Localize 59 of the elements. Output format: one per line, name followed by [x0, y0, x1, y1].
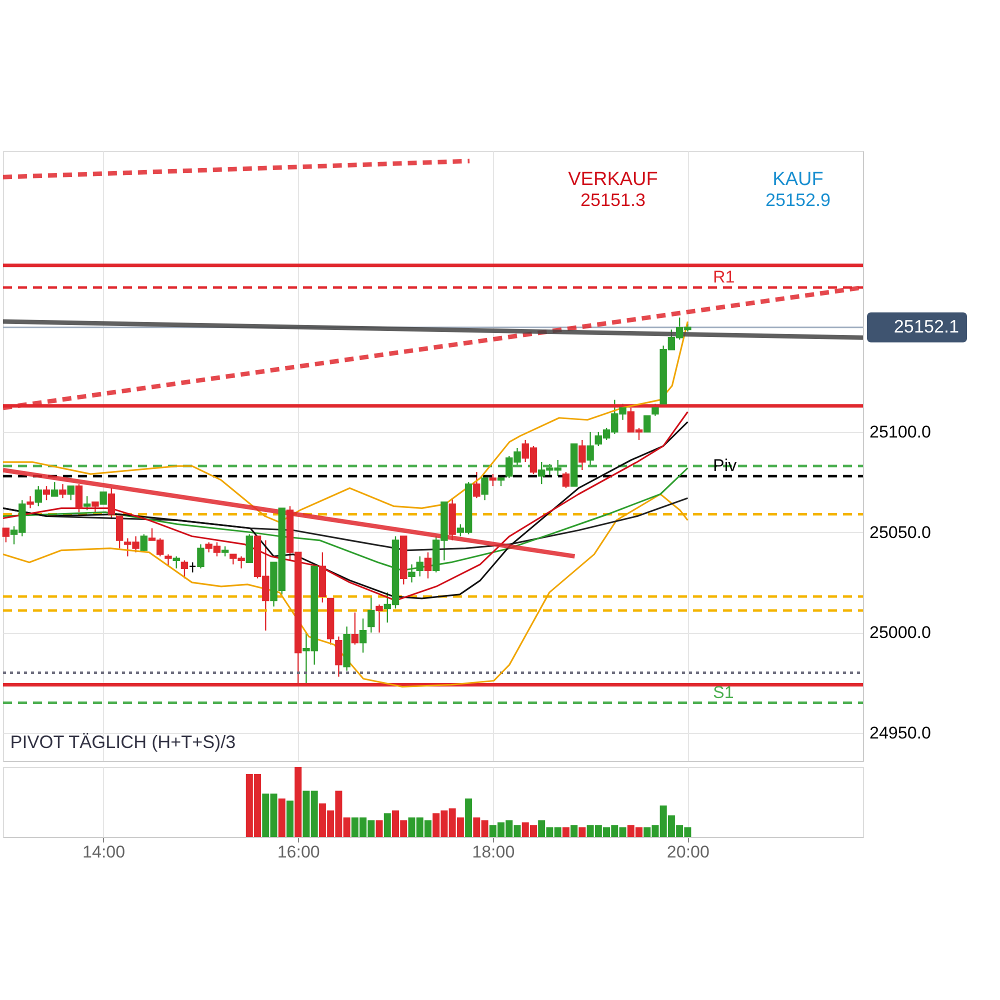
candlestick: [83, 496, 91, 511]
candlestick: [26, 496, 34, 509]
candlestick: [51, 481, 58, 497]
y-tick-label: 25000.0: [870, 623, 931, 642]
candlestick: [59, 483, 66, 499]
candlestick: [42, 486, 50, 501]
candlestick: [368, 596, 375, 634]
bar: [570, 825, 578, 837]
bar: [294, 767, 302, 837]
candlestick: [67, 486, 74, 501]
candlestick: [180, 560, 188, 579]
annotation: VERKAUF: [568, 169, 658, 190]
candlestick: [424, 552, 432, 579]
line-series: [3, 493, 688, 688]
annotation: 25151.3: [580, 190, 646, 210]
x-tick-label: 18:00: [472, 842, 515, 862]
x-tick-label: 20:00: [666, 842, 710, 862]
y-tick-label: 24950.0: [870, 723, 931, 742]
candlestick: [34, 486, 42, 507]
candlestick: [489, 473, 496, 487]
candlestick: [100, 492, 107, 505]
ref-line-label: Piv: [713, 456, 738, 476]
candlestick: [140, 534, 148, 553]
bar: [465, 798, 472, 837]
line-series: [3, 320, 688, 524]
bar: [376, 820, 383, 837]
candlestick: [376, 604, 383, 634]
annotation: KAUF: [772, 169, 824, 190]
candlestick: [108, 488, 116, 519]
candlestick: [359, 618, 367, 654]
annotation: PIVOT TÄGLICH (H+T+S)/3: [10, 732, 236, 752]
candlestick: [586, 431, 594, 467]
candlestick: [164, 554, 172, 567]
candlestick: [562, 471, 570, 489]
candlestick: [473, 471, 480, 499]
candlestick: [189, 562, 196, 573]
x-tick-label: 16:00: [277, 842, 320, 862]
ref-line-label: 25152.1: [894, 316, 959, 336]
candlestick: [351, 612, 359, 646]
bar: [384, 813, 391, 837]
candlestick: [578, 439, 586, 471]
bar: [286, 800, 294, 837]
bar: [578, 827, 586, 837]
candlestick: [197, 544, 204, 569]
candlestick: [481, 477, 488, 501]
bar: [562, 827, 570, 837]
y-tick-label: 25100.0: [870, 422, 931, 442]
candlestick: [221, 546, 229, 557]
candlestick: [92, 502, 99, 513]
candlestick: [2, 528, 10, 543]
bar: [278, 798, 286, 837]
ref-line-label: R1: [713, 267, 735, 286]
candlestick: [172, 556, 180, 569]
y-tick-label: 25050.0: [870, 522, 931, 542]
candlestick: [644, 415, 651, 433]
candlestick: [75, 483, 83, 513]
annotation: 25152.9: [765, 190, 831, 210]
x-tick-label: 14:00: [82, 842, 126, 862]
ref-line-label: S1: [713, 682, 734, 702]
